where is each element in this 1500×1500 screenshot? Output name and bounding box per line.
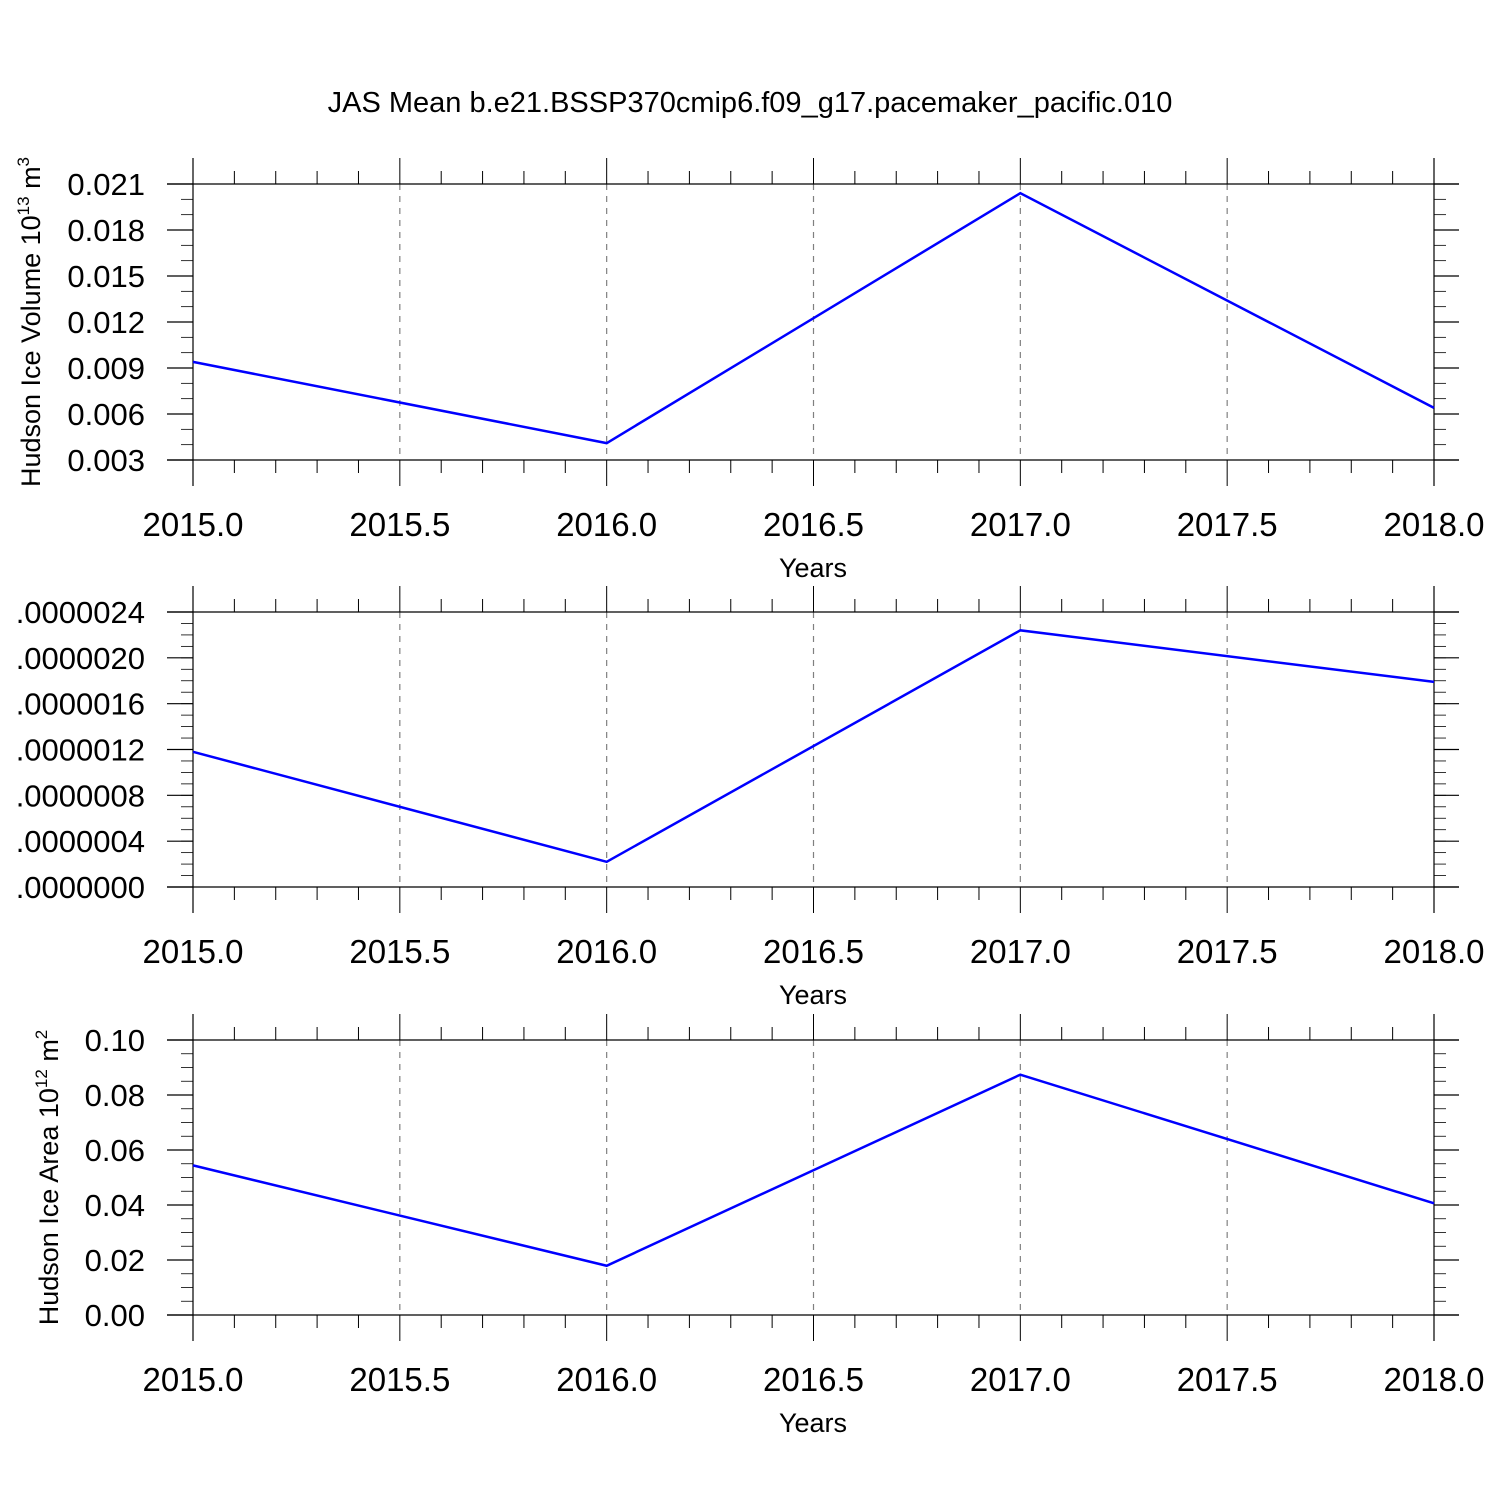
series-line (192, 1073, 1435, 1268)
y-tick-label: 0.10 (85, 1023, 145, 1058)
x-tick-label: 2017.0 (970, 933, 1071, 970)
y-tick-label: 0.003 (67, 443, 145, 478)
y-axis-label: Hudson Ice Area 1012 m2 (32, 1030, 64, 1326)
chart-panels: 0.003 0.006 0.009 0.012 0.015 0.018 0.021 2015.… (14, 157, 1484, 1438)
y-tick-label: 0.02 (85, 1243, 145, 1278)
panel-2: .0000000 .0000004 .0000008 .0000012 .0000016… (16, 586, 1485, 1010)
x-tick-label: 2015.0 (143, 506, 244, 543)
x-tick-label: 2017.0 (970, 506, 1071, 543)
y-tick-label: .0000000 (16, 870, 145, 905)
y-tick-label: 0.06 (85, 1133, 145, 1168)
y-tick-label: 0.009 (67, 351, 145, 386)
x-tick-label: 2018.0 (1384, 506, 1485, 543)
x-axis-label: Years (779, 553, 847, 583)
x-tick-label: 2017.5 (1177, 933, 1278, 970)
x-tick-label: 2017.5 (1177, 1361, 1278, 1398)
x-tick-label: 2018.0 (1384, 1361, 1485, 1398)
x-tick-label: 2016.0 (556, 1361, 657, 1398)
x-tick-label: 2015.5 (349, 933, 450, 970)
x-tick-label: 2015.0 (143, 933, 244, 970)
y-tick-label: .0000016 (16, 687, 145, 722)
y-tick-label: 0.08 (85, 1078, 145, 1113)
y-tick-label: 0.015 (67, 259, 145, 294)
y-tick-label: 0.021 (67, 167, 145, 202)
x-tick-label: 2015.0 (143, 1361, 244, 1398)
x-axis-label: Years (779, 1408, 847, 1438)
x-tick-label: 2018.0 (1384, 933, 1485, 970)
figure-title: JAS Mean b.e21.BSSP370cmip6.f09_g17.pace… (328, 87, 1173, 119)
y-tick-label: .0000008 (16, 778, 145, 813)
x-tick-label: 2016.0 (556, 933, 657, 970)
series-line (192, 191, 1435, 445)
y-tick-label: 0.04 (85, 1188, 145, 1223)
x-tick-label: 2016.0 (556, 506, 657, 543)
panel-3: 0.00 0.02 0.04 0.06 0.08 0.10 2015.0 2015.5 2016… (32, 1014, 1484, 1438)
y-tick-label: 0.006 (67, 397, 145, 432)
x-tick-label: 2015.5 (349, 1361, 450, 1398)
y-tick-label: 0.00 (85, 1298, 145, 1333)
x-tick-label: 2017.0 (970, 1361, 1071, 1398)
x-tick-label: 2016.5 (763, 1361, 864, 1398)
y-tick-label: .0000012 (16, 733, 145, 768)
x-tick-label: 2016.5 (763, 933, 864, 970)
y-axis-label: Hudson Ice Volume 1013 m3 (14, 157, 46, 487)
panel-1: 0.003 0.006 0.009 0.012 0.015 0.018 0.021 2015.… (14, 157, 1484, 583)
x-tick-label: 2016.5 (763, 506, 864, 543)
y-tick-label: .0000024 (16, 595, 145, 630)
x-axis-label: Years (779, 980, 847, 1010)
y-tick-label: 0.012 (67, 305, 145, 340)
series-line (192, 629, 1435, 864)
x-tick-label: 2017.5 (1177, 506, 1278, 543)
y-tick-label: .0000020 (16, 641, 145, 676)
y-tick-label: 0.018 (67, 213, 145, 248)
x-tick-label: 2015.5 (349, 506, 450, 543)
y-tick-label: .0000004 (16, 824, 145, 859)
